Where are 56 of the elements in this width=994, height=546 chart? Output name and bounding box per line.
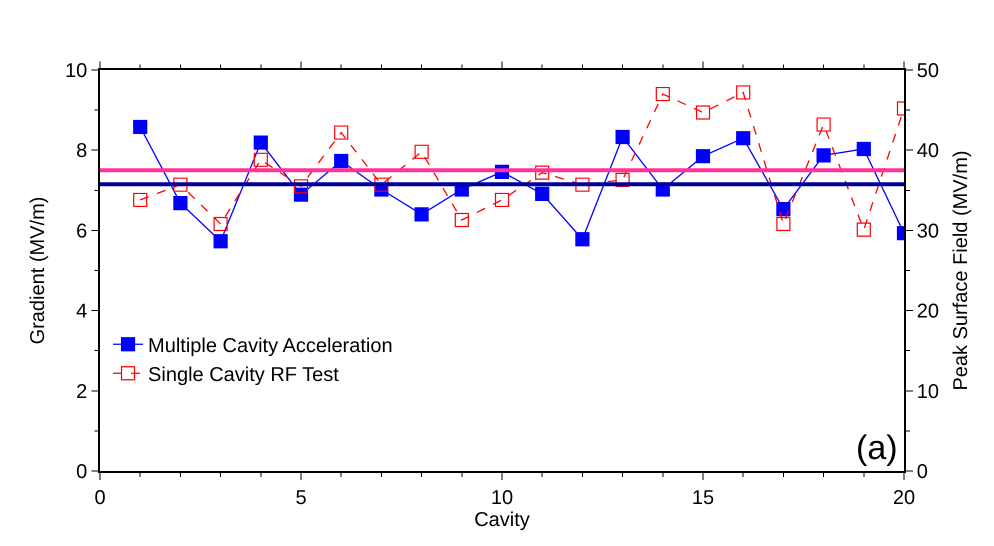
x-tick-label: 15 (692, 486, 714, 509)
point (616, 172, 630, 187)
point (133, 192, 148, 208)
point (414, 144, 429, 159)
point (816, 117, 831, 132)
y-tick-label: 4 (76, 300, 88, 323)
y-tick-label: 0 (76, 461, 88, 483)
legend-label: Single Cavity RF Test (148, 364, 340, 386)
point (736, 131, 750, 146)
point (776, 202, 790, 216)
x-tick-label: 0 (94, 486, 106, 509)
point (494, 192, 510, 208)
point (254, 152, 268, 167)
point (454, 212, 469, 228)
point (575, 178, 590, 192)
point (856, 222, 871, 237)
point (173, 196, 188, 210)
point (696, 149, 710, 164)
point (535, 166, 550, 180)
y2-tick-label: 50 (916, 60, 939, 82)
y-tick-label: 8 (76, 140, 88, 162)
point (334, 154, 348, 168)
x-axis-title: Cavity (474, 508, 530, 531)
y-tick-label: 10 (65, 60, 88, 82)
point (414, 207, 429, 222)
point (535, 186, 550, 202)
point (294, 179, 308, 194)
point (214, 216, 228, 232)
point (776, 216, 790, 232)
x-tick-label: 10 (490, 486, 514, 509)
legend-label: Multiple Cavity Acceleration (148, 335, 393, 358)
y2-tick-label: 20 (916, 300, 939, 323)
y2-axis-title: Peak Surface Field (MV/m) (950, 150, 972, 391)
point (816, 148, 831, 163)
point (696, 105, 710, 120)
x-tick-label: 20 (892, 486, 916, 509)
y-tick-label: 2 (76, 380, 88, 403)
y2-tick-label: 0 (916, 461, 928, 483)
point (334, 125, 348, 140)
y2-tick-label: 30 (916, 220, 939, 242)
point (214, 234, 228, 248)
point (736, 85, 750, 100)
x-tick-label: 5 (295, 486, 307, 509)
point (575, 232, 590, 246)
point (173, 178, 188, 192)
point (616, 130, 630, 144)
annotation: (a) (856, 429, 898, 467)
point (656, 86, 670, 102)
point (374, 178, 388, 192)
point (856, 142, 871, 156)
y-axis-title: Gradient (MV/m) (27, 196, 49, 344)
point (254, 135, 268, 150)
point (133, 120, 148, 134)
y2-tick-label: 10 (916, 380, 939, 403)
y-tick-label: 6 (76, 220, 88, 242)
y2-tick-label: 40 (916, 140, 939, 162)
